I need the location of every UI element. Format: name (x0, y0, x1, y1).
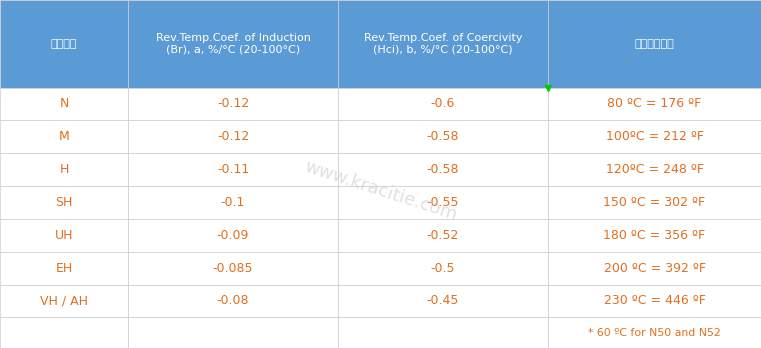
Text: -0.085: -0.085 (213, 262, 253, 275)
Text: Rev.Temp.Coef. of Induction
(Br), a, %/°C (20-100°C): Rev.Temp.Coef. of Induction (Br), a, %/°… (155, 33, 310, 55)
Bar (338, 285, 548, 317)
Text: Rev.Temp.Coef. of Coercivity
(Hci), b, %/°C (20-100°C): Rev.Temp.Coef. of Coercivity (Hci), b, %… (364, 33, 522, 55)
Text: H: H (59, 163, 68, 176)
Text: 230 ºC = 446 ºF: 230 ºC = 446 ºF (603, 294, 705, 307)
Text: -0.12: -0.12 (217, 130, 249, 143)
Text: -0.1: -0.1 (221, 196, 245, 209)
Bar (548, 0, 761, 88)
Text: -0.55: -0.55 (427, 196, 459, 209)
Text: UH: UH (55, 229, 73, 242)
Bar (338, 88, 548, 120)
Bar (338, 252, 548, 285)
Bar (128, 153, 338, 186)
Text: 180 ºC = 356 ºF: 180 ºC = 356 ºF (603, 229, 705, 242)
Text: 200 ºC = 392 ºF: 200 ºC = 392 ºF (603, 262, 705, 275)
Text: -0.12: -0.12 (217, 97, 249, 110)
Text: 最大工作温度: 最大工作温度 (635, 39, 674, 49)
Text: -0.52: -0.52 (427, 229, 459, 242)
Bar (548, 153, 761, 186)
Bar (0, 219, 128, 252)
Bar (548, 219, 761, 252)
Bar (128, 252, 338, 285)
Text: EH: EH (56, 262, 72, 275)
Text: -0.58: -0.58 (427, 163, 459, 176)
Text: 150 ºC = 302 ºF: 150 ºC = 302 ºF (603, 196, 705, 209)
Bar (338, 0, 548, 88)
Text: M: M (59, 130, 69, 143)
Text: SH: SH (56, 196, 73, 209)
Bar (0, 252, 128, 285)
Text: -0.58: -0.58 (427, 130, 459, 143)
Bar (548, 88, 761, 120)
Text: 100ºC = 212 ºF: 100ºC = 212 ºF (606, 130, 703, 143)
Text: -0.11: -0.11 (217, 163, 249, 176)
Bar (0, 285, 128, 317)
Bar (0, 88, 128, 120)
Text: 120ºC = 248 ºF: 120ºC = 248 ºF (606, 163, 703, 176)
Bar (0, 317, 128, 348)
Bar (0, 153, 128, 186)
Text: -0.08: -0.08 (217, 294, 250, 307)
Bar (128, 317, 338, 348)
Text: -0.45: -0.45 (427, 294, 459, 307)
Bar (548, 120, 761, 153)
Bar (548, 252, 761, 285)
Text: -0.09: -0.09 (217, 229, 249, 242)
Text: 80 ºC = 176 ºF: 80 ºC = 176 ºF (607, 97, 702, 110)
Bar (338, 120, 548, 153)
Text: N: N (59, 97, 68, 110)
Bar (338, 317, 548, 348)
Text: * 60 ºC for N50 and N52: * 60 ºC for N50 and N52 (588, 328, 721, 338)
Bar (128, 186, 338, 219)
Text: 牌号后缀: 牌号后缀 (51, 39, 78, 49)
Text: VH / AH: VH / AH (40, 294, 88, 307)
Bar (128, 219, 338, 252)
Bar (338, 219, 548, 252)
Bar (0, 120, 128, 153)
Bar (128, 285, 338, 317)
Text: www.kracitie.com: www.kracitie.com (302, 158, 459, 225)
Bar (128, 0, 338, 88)
Bar (548, 186, 761, 219)
Bar (0, 186, 128, 219)
Text: -0.5: -0.5 (431, 262, 455, 275)
Bar (128, 120, 338, 153)
Bar (128, 88, 338, 120)
Bar (338, 153, 548, 186)
Text: -0.6: -0.6 (431, 97, 455, 110)
Bar (548, 317, 761, 348)
Bar (338, 186, 548, 219)
Bar (548, 285, 761, 317)
Bar (0, 0, 128, 88)
